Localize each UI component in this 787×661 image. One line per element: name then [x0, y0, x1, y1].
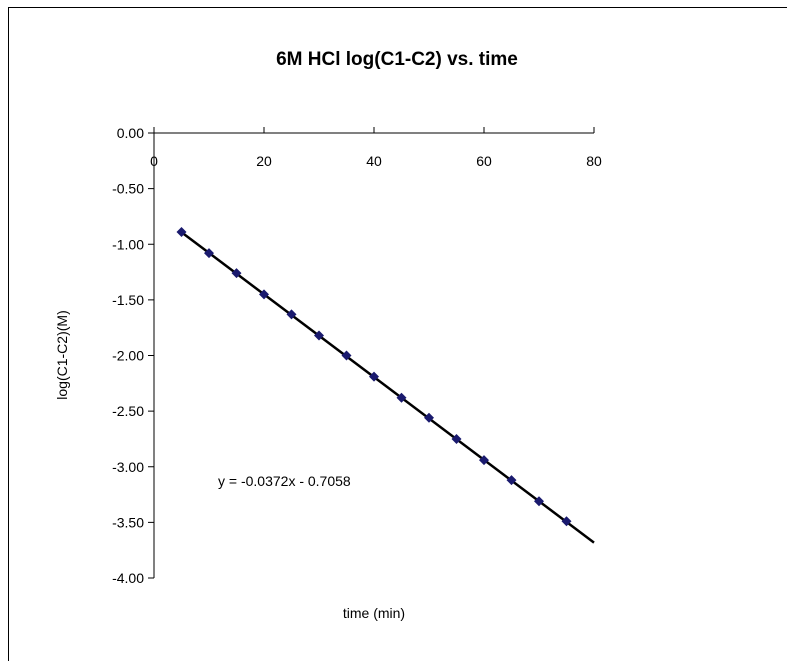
x-tick-label: 80 [586, 153, 602, 169]
chart-title: 6M HCl log(C1-C2) vs. time [276, 49, 518, 70]
y-tick-label: -1.50 [112, 292, 144, 308]
x-tick-label: 60 [476, 153, 492, 169]
chart-frame [8, 7, 787, 661]
trendline [180, 231, 595, 544]
y-tick-label: -1.00 [112, 236, 144, 252]
data-point [314, 330, 324, 341]
trendline-equation: y = -0.0372x - 0.7058 [218, 473, 351, 489]
x-tick-label: 40 [366, 153, 382, 169]
y-tick-label: -4.00 [112, 570, 144, 586]
data-point [231, 268, 242, 279]
data-point [534, 496, 544, 507]
y-axis: 0.00 -0.50 -1.00 -1.50 -2.00 -2.50 -3.00 -3.50 -… [112, 125, 155, 586]
y-tick-label: -3.50 [112, 514, 144, 530]
data-point [479, 455, 489, 466]
y-axis-label: log(C1-C2)(M) [54, 310, 70, 399]
trendline-group [180, 231, 595, 544]
y-tick-label: -2.50 [112, 403, 144, 419]
data-point [451, 433, 462, 444]
data-point [424, 412, 434, 423]
data-point [176, 227, 187, 238]
data-point [341, 350, 352, 361]
data-point [396, 392, 407, 403]
data-point [506, 475, 517, 486]
data-points [176, 227, 572, 527]
data-point [561, 516, 572, 527]
data-point [259, 289, 269, 300]
x-axis-label: time (min) [343, 605, 405, 621]
y-tick-label: -3.00 [112, 459, 144, 475]
data-point [204, 248, 214, 259]
x-axis: 0 20 40 60 80 [150, 127, 602, 169]
y-tick-label: -2.00 [112, 348, 144, 364]
data-point [286, 309, 297, 320]
y-tick-label: 0.00 [117, 125, 144, 141]
data-point [369, 371, 379, 382]
y-tick-label: -0.50 [112, 181, 144, 197]
x-tick-label: 20 [256, 153, 272, 169]
x-tick-label: 0 [150, 153, 158, 169]
